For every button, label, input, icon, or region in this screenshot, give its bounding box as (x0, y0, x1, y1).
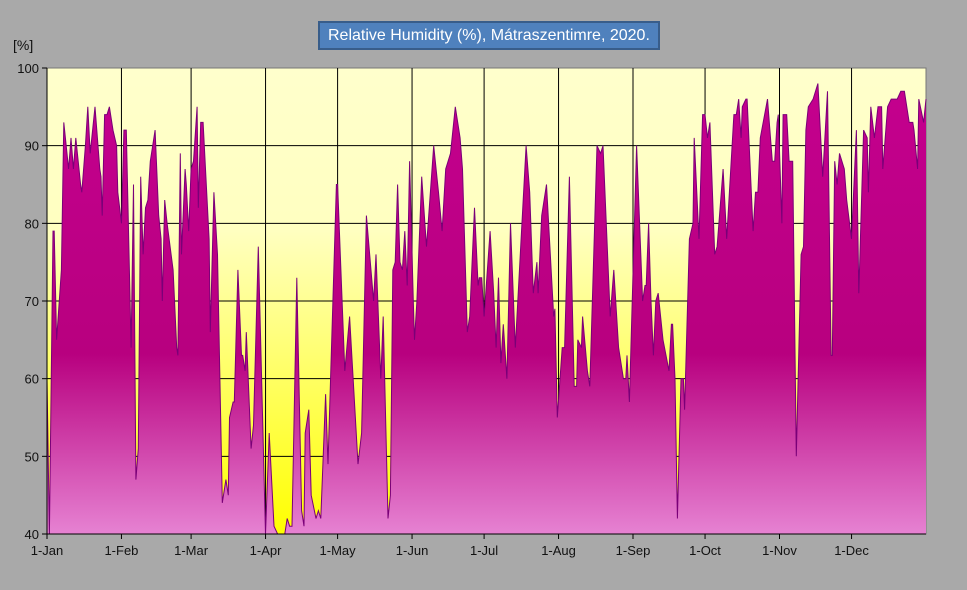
x-tick-label: 1-Jun (396, 543, 429, 558)
y-tick-label: 40 (25, 527, 39, 542)
x-tick-label: 1-May (320, 543, 357, 558)
x-tick-label: 1-Dec (834, 543, 869, 558)
humidity-area-series (47, 83, 926, 534)
x-tick-label: 1-Jan (31, 543, 64, 558)
y-tick-label: 50 (25, 449, 39, 464)
y-axis-label: [%] (13, 37, 34, 53)
y-tick-label: 90 (25, 139, 39, 154)
y-tick-label: 100 (17, 61, 39, 76)
x-tick-label: 1-Nov (762, 543, 797, 558)
chart-title: Relative Humidity (%), Mátraszentimre, 2… (318, 21, 660, 50)
x-tick-label: 1-Mar (174, 543, 209, 558)
x-tick-label: 1-Sep (616, 543, 651, 558)
x-tick-label: 1-Jul (470, 543, 498, 558)
x-tick-label: 1-Aug (541, 543, 576, 558)
axis-ticks: 40 50 60 70 80 90 100 1-Jan 1-Feb 1-Mar 1-Apr 1-May… (17, 61, 926, 558)
y-tick-label: 60 (25, 372, 39, 387)
x-tick-label: 1-Apr (250, 543, 282, 558)
x-tick-label: 1-Feb (104, 543, 138, 558)
y-tick-label: 80 (25, 216, 39, 231)
x-tick-label: 1-Oct (689, 543, 721, 558)
humidity-line-series (46, 83, 927, 535)
y-tick-label: 70 (25, 294, 39, 309)
